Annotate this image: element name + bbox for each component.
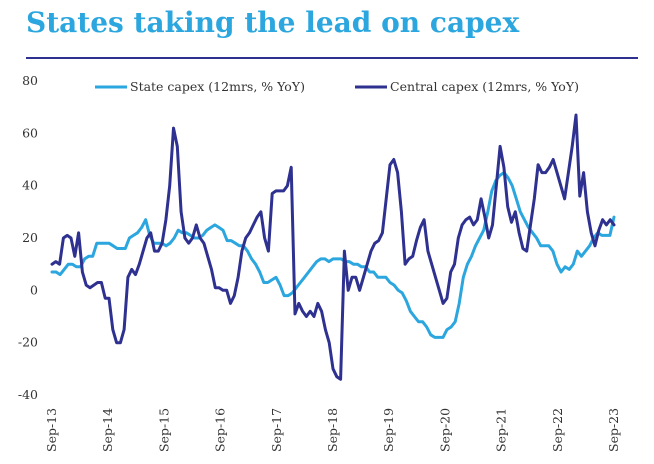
state-capex-line [50,171,616,339]
y-tick-label: -40 [18,387,38,402]
x-tick-label: Sep-19 [381,408,396,452]
x-tick-label: Sep-15 [156,408,171,452]
x-tick-label: Sep-17 [269,408,284,452]
chart-title: States taking the lead on capex [26,6,520,39]
x-tick-label: Sep-23 [606,408,621,452]
x-tick-label: Sep-18 [325,408,340,452]
x-tick-label: Sep-21 [494,408,509,452]
x-tick-label: Sep-13 [44,408,59,452]
y-tick-label: 20 [22,230,38,245]
x-tick-label: Sep-20 [437,408,452,452]
y-tick-label: 0 [30,282,38,297]
central-capex-line [50,113,616,381]
x-tick-label: Sep-16 [213,408,228,452]
title-rule [26,57,638,59]
x-tick-label: Sep-22 [550,408,565,452]
y-tick-label: 40 [22,178,38,193]
y-tick-label: -20 [18,335,38,350]
x-tick-label: Sep-14 [100,408,115,452]
central-legend-label: Central capex (12mrs, % YoY) [390,79,579,94]
y-tick-label: 80 [22,73,38,88]
y-tick-label: 60 [22,125,38,140]
state-legend-label: State capex (12mrs, % YoY) [130,79,305,94]
